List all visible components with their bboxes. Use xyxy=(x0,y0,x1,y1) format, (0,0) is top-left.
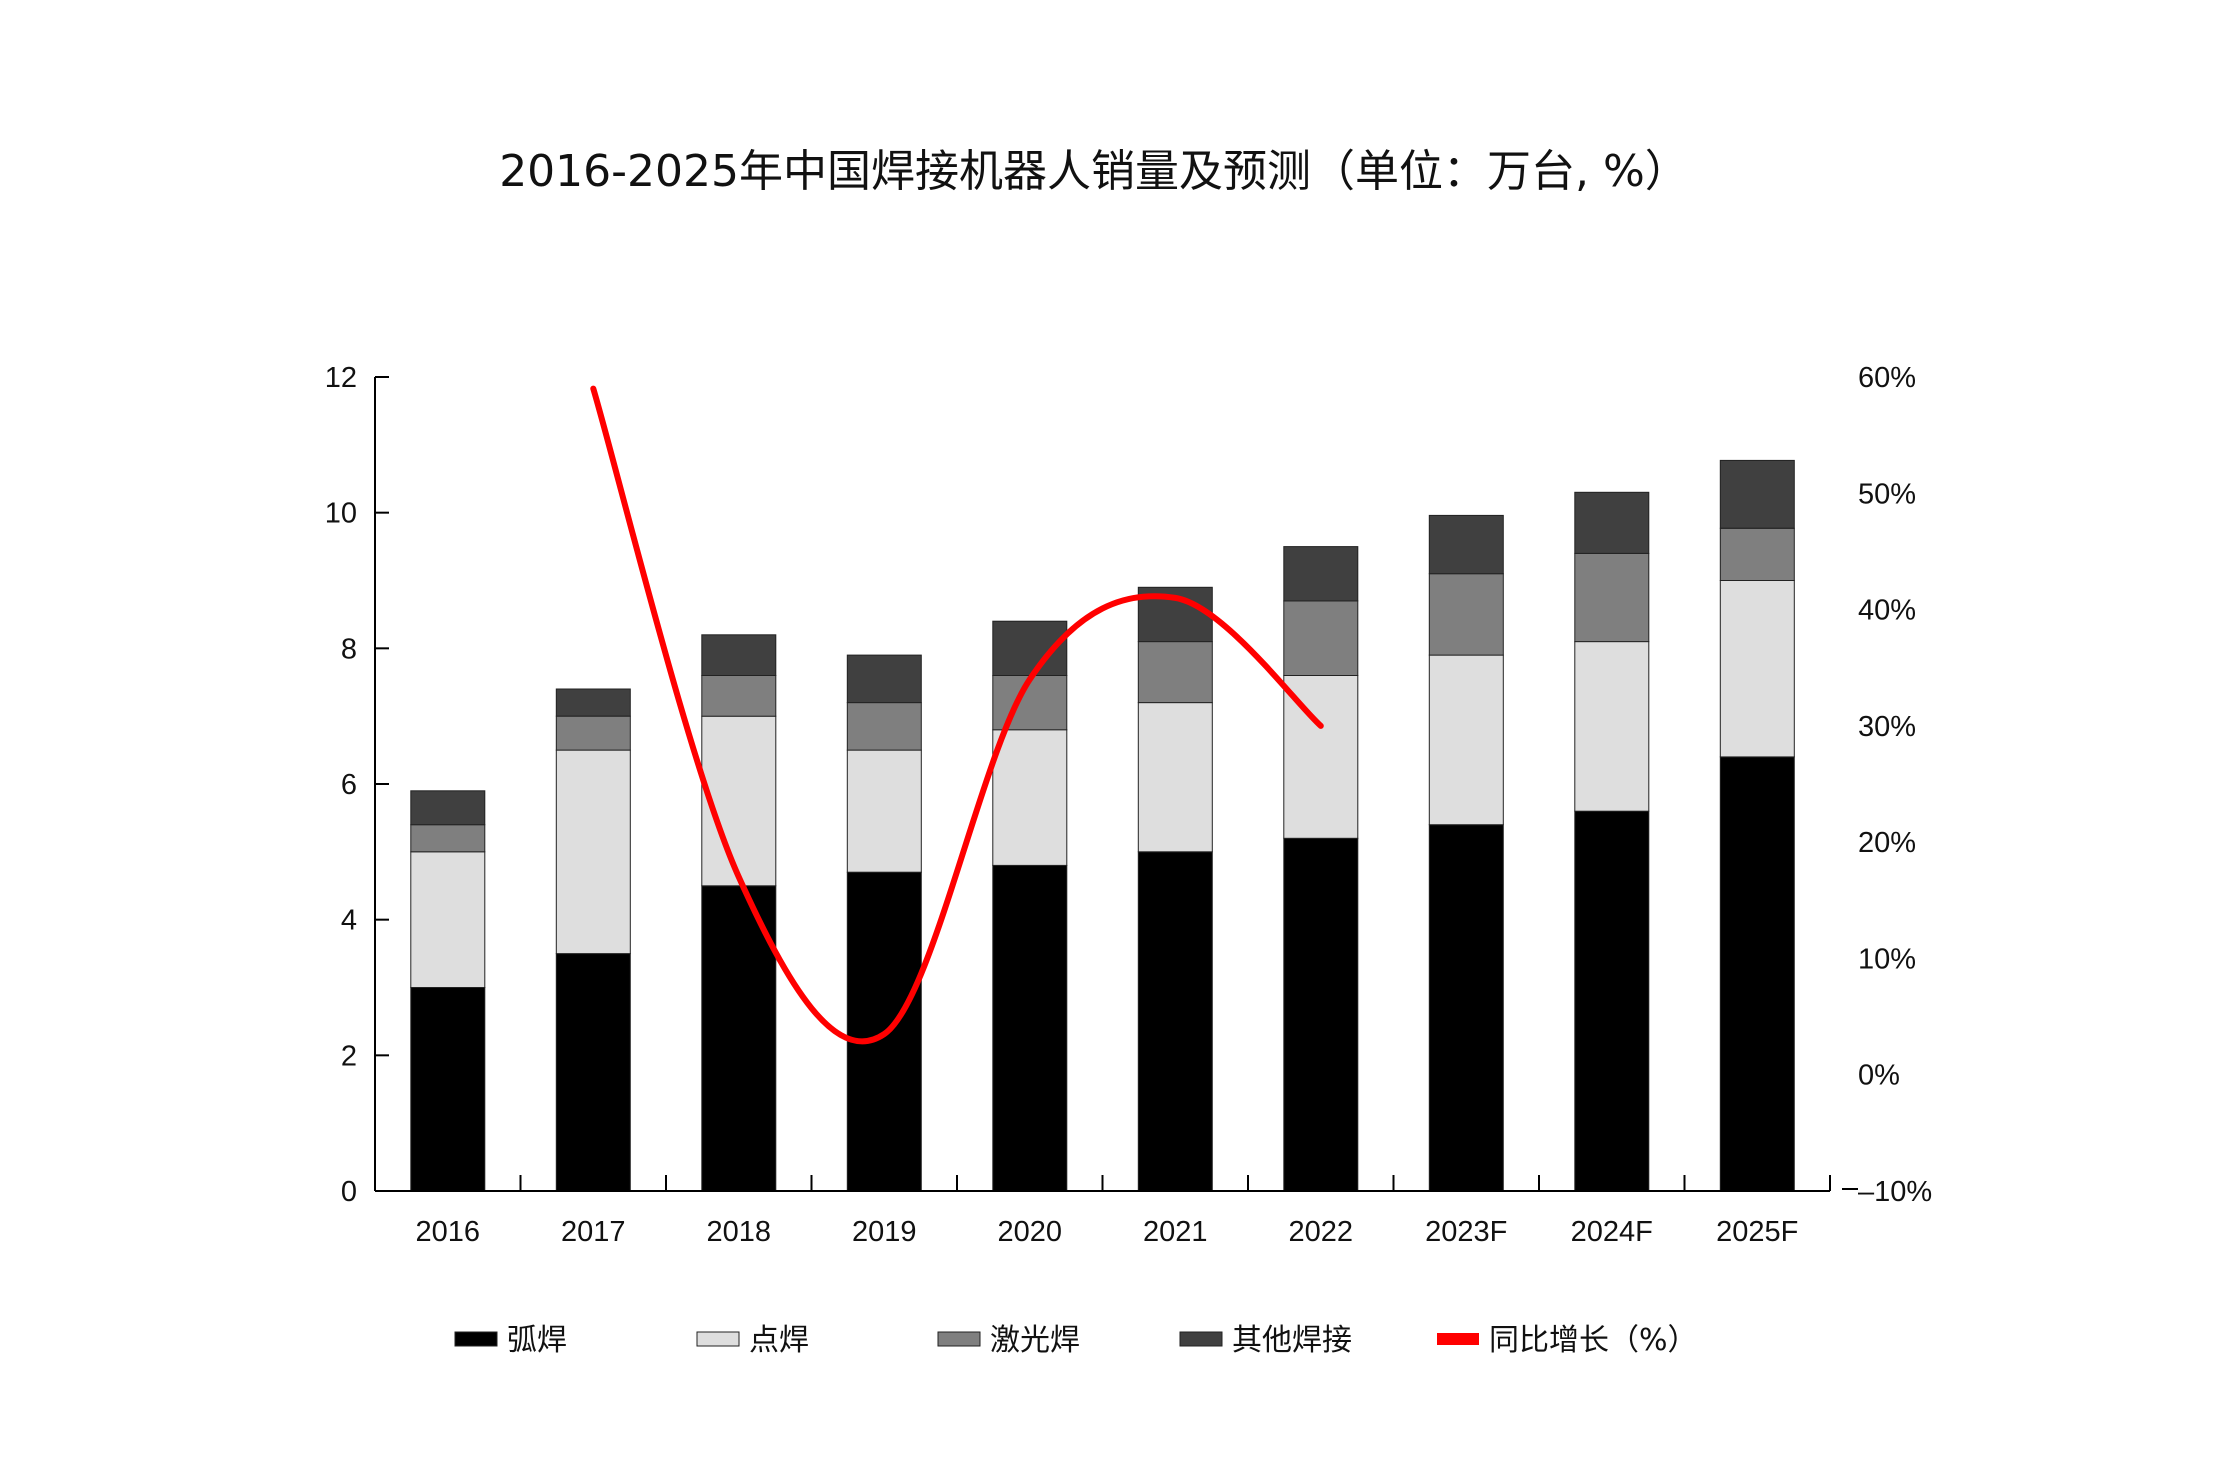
bar-2023F-series-2 xyxy=(1428,573,1504,656)
legend-label-2: 激光焊 xyxy=(990,1323,1080,1358)
x-tick-label: 2018 xyxy=(706,1216,771,1248)
y-tick-label: 0 xyxy=(341,1176,357,1208)
bar-2021-series-0 xyxy=(1137,851,1213,1192)
legend-swatch-4 xyxy=(1437,1333,1479,1345)
y2-tick-label: 10% xyxy=(1858,943,1916,975)
bar-2021-series-2 xyxy=(1137,641,1213,704)
x-tick-label: 2022 xyxy=(1288,1216,1353,1248)
bar-2025F-series-2 xyxy=(1719,527,1795,581)
bar-2022-series-2 xyxy=(1283,600,1359,677)
legend-label-4: 同比增长（%） xyxy=(1489,1323,1698,1358)
bar-2023F-series-3 xyxy=(1428,514,1504,575)
legend-label-3: 其他焊接 xyxy=(1232,1323,1352,1358)
growth-line xyxy=(590,385,1324,1045)
x-tick-label: 2017 xyxy=(561,1216,626,1248)
y2-tick-label: 30% xyxy=(1858,711,1916,743)
bar-2018-series-3 xyxy=(701,634,777,676)
legend-swatch-2 xyxy=(937,1331,981,1347)
bar-2022-series-3 xyxy=(1283,546,1359,602)
bar-2024F-series-0 xyxy=(1574,810,1650,1192)
bar-2019-series-2 xyxy=(846,702,922,751)
bar-2020-series-1 xyxy=(992,729,1068,866)
chart-title: 2016-2025年中国焊接机器人销量及预测（单位：万台, %） xyxy=(499,146,1689,197)
bar-2017-series-1 xyxy=(555,749,631,955)
y2-tick-label: 60% xyxy=(1858,362,1916,394)
legend-swatch-0 xyxy=(454,1331,498,1347)
legend: 弧焊 点焊 激光焊 其他焊接 同比增长（%） xyxy=(454,1323,1698,1358)
y-tick-label: 12 xyxy=(325,362,357,394)
bar-2025F-series-1 xyxy=(1719,580,1795,758)
x-tick-label: 2019 xyxy=(852,1216,917,1248)
y-tick-label: 2 xyxy=(341,1040,357,1072)
bar-2020-series-0 xyxy=(992,864,1068,1192)
y-tick-label: 8 xyxy=(341,633,357,665)
bar-2022-series-0 xyxy=(1283,837,1359,1192)
y2-tick-label: 20% xyxy=(1858,827,1916,859)
bar-2024F-series-1 xyxy=(1574,641,1650,812)
bar-2018-series-1 xyxy=(701,715,777,887)
y2-tick-label: –10% xyxy=(1858,1176,1932,1208)
bar-2023F-series-0 xyxy=(1428,824,1504,1192)
growth-line-layer xyxy=(590,385,1324,1045)
legend-swatch-1 xyxy=(696,1331,740,1347)
legend-swatch-3 xyxy=(1179,1331,1223,1347)
bar-2016-series-3 xyxy=(410,790,486,826)
y-tick-label: 6 xyxy=(341,769,357,801)
bar-2016-series-0 xyxy=(410,987,486,1192)
bar-2024F-series-2 xyxy=(1574,552,1650,643)
x-tick-label: 2020 xyxy=(997,1216,1062,1248)
bar-2025F-series-0 xyxy=(1719,756,1795,1192)
x-tick-label: 2021 xyxy=(1143,1216,1208,1248)
bar-2017-series-3 xyxy=(555,688,631,717)
x-tick-label: 2024F xyxy=(1571,1216,1653,1248)
bar-2016-series-2 xyxy=(410,824,486,853)
x-tick-label: 2025F xyxy=(1716,1216,1798,1248)
x-tick-label: 2016 xyxy=(415,1216,480,1248)
bar-2017-series-0 xyxy=(555,953,631,1192)
bar-2019-series-1 xyxy=(846,749,922,873)
y2-tick-label: 0% xyxy=(1858,1060,1900,1092)
bar-2017-series-2 xyxy=(555,715,631,751)
bar-2019-series-3 xyxy=(846,654,922,704)
bar-2018-series-0 xyxy=(701,885,777,1192)
bar-2016-series-1 xyxy=(410,851,486,988)
y2-tick-label: 50% xyxy=(1858,478,1916,510)
bar-2021-series-1 xyxy=(1137,702,1213,853)
legend-label-1: 点焊 xyxy=(749,1323,809,1358)
axes: 0 2 4 6 8 10 12 2016 2017 2018 2019 2020 2021 2022 202… xyxy=(325,362,1932,1248)
bar-2025F-series-3 xyxy=(1719,459,1795,529)
y2-tick-label: 40% xyxy=(1858,595,1916,627)
y-tick-label: 10 xyxy=(325,498,357,530)
bar-2018-series-2 xyxy=(701,675,777,717)
legend-label-0: 弧焊 xyxy=(507,1323,567,1358)
x-tick-label: 2023F xyxy=(1425,1216,1507,1248)
y-tick-label: 4 xyxy=(341,905,357,937)
bars xyxy=(410,459,1795,1192)
bar-2023F-series-1 xyxy=(1428,654,1504,826)
bar-2024F-series-3 xyxy=(1574,491,1650,554)
